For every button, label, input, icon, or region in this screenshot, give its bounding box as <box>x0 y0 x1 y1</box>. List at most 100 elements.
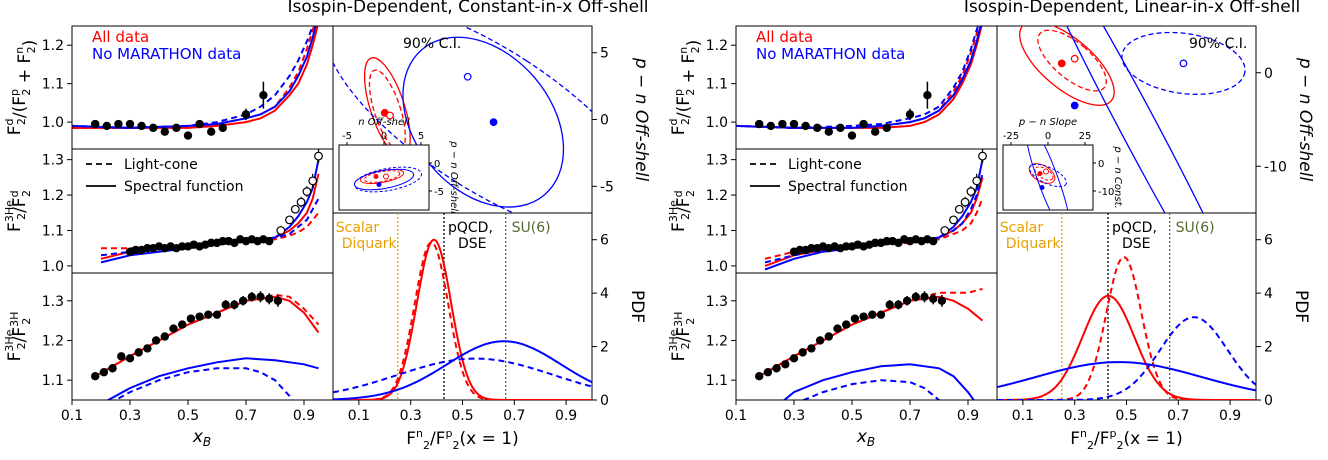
data-point <box>929 294 938 303</box>
data-point <box>195 119 204 129</box>
panel-1-plot <box>764 149 987 271</box>
data-point <box>859 312 868 321</box>
y-tick-label: 1.2 <box>706 38 728 54</box>
pdf-x-axis-label: Fn2/Fp2(x = 1) <box>406 427 518 452</box>
inset-x-label: n Off-shell <box>358 117 410 128</box>
y-tick-label: -10 <box>1264 159 1287 175</box>
x-tick-label: 0.7 <box>235 408 257 424</box>
legend-spectral: Spectral function <box>124 179 243 195</box>
data-point <box>114 119 123 129</box>
inset-y-tick-label: 0 <box>434 159 440 170</box>
panel-0-plot <box>72 26 319 140</box>
y-tick-label: 0 <box>600 393 609 409</box>
inset-x-tick-label: -5 <box>342 131 352 142</box>
pdf-series-1 <box>333 241 592 400</box>
annotation-diquark: Diquark <box>342 236 398 252</box>
y-tick-label: 1.2 <box>706 188 728 204</box>
data-point <box>178 320 187 329</box>
chart-title: Isospin-Dependent, Constant-in-x Off-she… <box>287 0 648 17</box>
y-tick-label: 1.1 <box>42 373 64 389</box>
x-tick-label: 0.7 <box>899 408 921 424</box>
inset-x-tick-label: 0 <box>381 131 387 142</box>
inset-point-red <box>373 174 379 179</box>
y-tick-label: 0 <box>600 113 609 129</box>
offshell-point-3 <box>1070 101 1079 110</box>
ellipse-red-dashed <box>1037 29 1107 92</box>
offshell-point-1 <box>1070 54 1079 63</box>
data-point <box>842 242 851 251</box>
offshell-axis-label: p − n Off-shell <box>1295 57 1315 182</box>
data-point <box>859 119 868 129</box>
data-point <box>273 296 283 305</box>
data-point <box>186 314 196 323</box>
inset-ellipse-blue-solid <box>1024 145 1072 210</box>
x-tick-label: 0.5 <box>177 408 199 424</box>
data-point <box>265 236 274 246</box>
pdf-series-2 <box>333 340 592 400</box>
data-point <box>836 123 845 133</box>
series-line-0 <box>758 295 984 378</box>
series-line-2 <box>782 363 976 400</box>
data-point <box>929 236 938 246</box>
pdf-series-3 <box>333 357 592 394</box>
confidence-label: 90% C.I. <box>403 36 461 52</box>
open-data-point <box>972 176 982 186</box>
inset-point-blue <box>376 182 382 187</box>
data-point <box>169 324 178 333</box>
legend-light-cone: Light-cone <box>124 157 198 173</box>
inset-y-label: p − n Off-shell <box>448 140 459 214</box>
y-axis-label: F3He2/Fd2 <box>3 190 33 232</box>
data-point <box>102 121 112 131</box>
inset-point-red-open <box>1043 168 1049 175</box>
series-line-1 <box>736 26 981 129</box>
inset-point-red-open <box>383 173 389 180</box>
y-tick-label: 1.3 <box>42 153 64 169</box>
data-point <box>807 344 816 353</box>
annotation-scalar: Scalar <box>1000 220 1044 236</box>
pdf-plot <box>997 213 1256 400</box>
y-axis-label: F3He2/F3H2 <box>3 312 33 362</box>
panel-2-plot <box>755 287 984 400</box>
data-point <box>160 127 169 136</box>
y-tick-label: 1.0 <box>42 115 64 131</box>
open-data-point <box>296 197 306 207</box>
panel-1-plot <box>100 149 323 264</box>
data-point <box>218 123 227 133</box>
y-axis-label: F3He2/Fd2 <box>667 190 697 232</box>
data-point <box>772 364 781 373</box>
series-line-1 <box>758 287 983 378</box>
legend-all-data: All data <box>756 28 813 46</box>
annotation-su6: SU(6) <box>512 220 551 236</box>
pdf-series-1 <box>997 256 1256 400</box>
offshell-plot <box>333 26 592 213</box>
open-data-point <box>285 215 294 225</box>
legend-no-marathon: No MARATHON data <box>756 45 905 63</box>
y-tick-label: 6 <box>600 233 609 249</box>
inset-ellipse-red-dashed <box>363 170 401 183</box>
data-point <box>813 123 822 133</box>
inset-y-tick-label: -10 <box>1098 187 1114 198</box>
x-tick-label: 0.1 <box>1012 408 1034 424</box>
y-tick-label: 0 <box>1264 66 1273 82</box>
x-tick-label: 0.3 <box>783 408 805 424</box>
open-data-point <box>314 151 323 161</box>
annotation-su6: SU(6) <box>1176 220 1215 236</box>
x-tick-label: 0.1 <box>61 408 83 424</box>
ellipse-red-solid <box>1019 26 1115 106</box>
data-point <box>937 296 947 305</box>
y-tick-label: 1.0 <box>706 259 728 275</box>
inset-frame <box>1002 144 1094 211</box>
y-tick-label: 4 <box>600 286 609 302</box>
y-tick-label: 1.3 <box>42 294 64 310</box>
offshell-point-2 <box>1179 59 1188 68</box>
x-tick-label: 0.1 <box>725 408 747 424</box>
open-data-point <box>308 176 318 186</box>
data-point <box>247 292 256 302</box>
data-point <box>125 354 135 363</box>
data-point <box>871 238 880 248</box>
figure-0: Isospin-Dependent, Constant-in-x Off-she… <box>3 0 651 452</box>
series-line-3 <box>801 379 941 400</box>
data-point <box>117 352 126 361</box>
legend-spectral: Spectral function <box>788 179 907 195</box>
data-point <box>204 310 213 319</box>
